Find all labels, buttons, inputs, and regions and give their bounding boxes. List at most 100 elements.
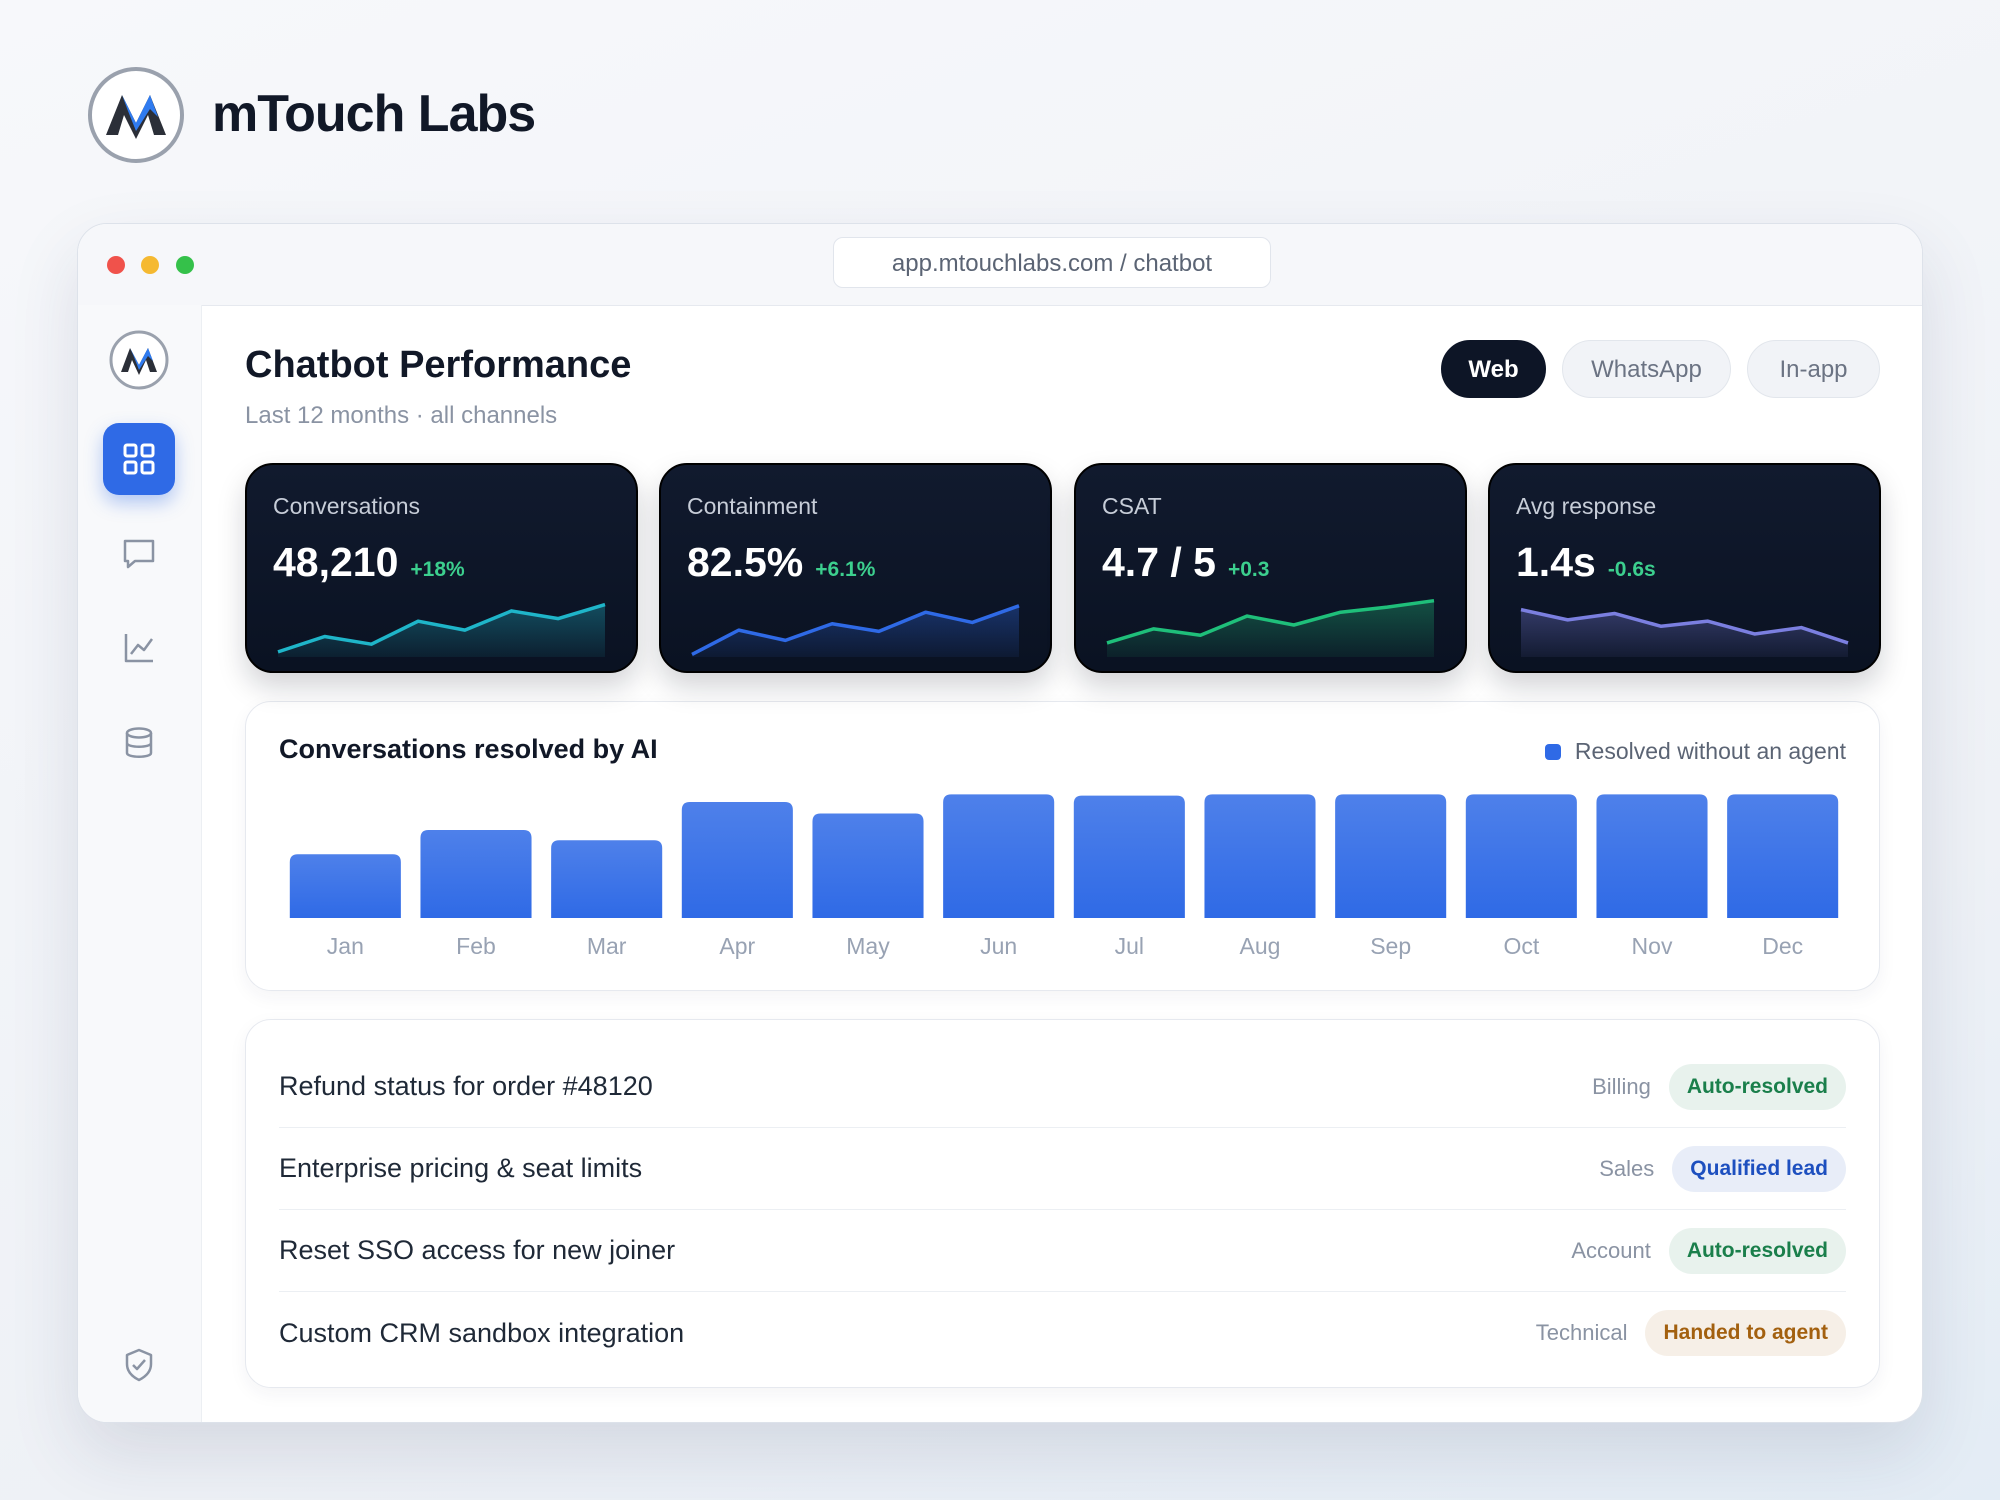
nav-analytics[interactable] <box>121 630 157 666</box>
x-tick-label: Apr <box>719 933 755 959</box>
bar <box>1596 794 1708 918</box>
bar <box>1335 794 1447 918</box>
x-tick-label: Nov <box>1632 933 1673 959</box>
channel-tab[interactable]: In-app <box>1747 340 1880 398</box>
sparkline <box>691 604 1020 656</box>
sidebar-logo <box>109 330 169 390</box>
nav-data[interactable] <box>121 725 157 761</box>
row-category: Technical <box>1535 1320 1628 1345</box>
rows: Refund status for order #48120 Billing Aut… <box>279 1046 1846 1374</box>
status-badge: Handed to agent <box>1645 1310 1846 1356</box>
bar <box>943 794 1055 918</box>
x-tick-label: Dec <box>1762 933 1803 959</box>
channel-tab[interactable]: WhatsApp <box>1562 340 1731 398</box>
chart-card: Conversations resolved by AI Resolved wi… <box>245 701 1880 991</box>
page-title: Chatbot Performance <box>245 344 632 386</box>
sparkline <box>277 602 606 654</box>
kpi-value: 48,210 <box>273 539 399 585</box>
row-category: Sales <box>1599 1155 1655 1181</box>
legend-swatch <box>1544 743 1561 760</box>
bar <box>1204 794 1316 918</box>
kpi-label: Conversations <box>273 493 421 519</box>
conversation-list: Refund status for order #48120 Billing Aut… <box>245 1019 1880 1388</box>
status-badge: Qualified lead <box>1672 1145 1846 1192</box>
sparkline-chart <box>1106 598 1435 657</box>
kpi-card: Containment 82.5% +6.1% <box>659 463 1052 673</box>
page-subtitle: Last 12 months · all channels <box>245 402 558 429</box>
x-tick-label: Sep <box>1370 933 1411 959</box>
brand-logo <box>88 67 184 163</box>
minimize-dot[interactable] <box>141 256 159 274</box>
bar <box>812 813 924 918</box>
bar <box>420 830 532 918</box>
row-title: Custom CRM sandbox integration <box>279 1317 685 1348</box>
kpi-value-line: 4.7 / 5 +0.3 <box>1102 539 1269 586</box>
kpi-card: Conversations 48,210 +18% <box>245 463 638 673</box>
kpi-label: CSAT <box>1102 493 1162 519</box>
sidebar <box>78 305 202 1422</box>
bar <box>1073 795 1185 918</box>
row-title: Refund status for order #48120 <box>279 1071 653 1101</box>
nav-dashboard[interactable] <box>103 423 175 495</box>
conversation-row[interactable]: Custom CRM sandbox integration Technical H… <box>279 1292 1846 1374</box>
x-tick-label: Jun <box>980 933 1017 959</box>
app-window: app.mtouchlabs.com / chatbot Chatbot Per… <box>77 223 1923 1423</box>
row-category: Billing <box>1592 1073 1651 1099</box>
sparkline <box>1106 598 1435 645</box>
url-bar[interactable]: app.mtouchlabs.com / chatbot <box>833 237 1271 288</box>
x-tick-label: Jan <box>327 933 364 959</box>
status-badge: Auto-resolved <box>1668 1227 1846 1274</box>
legend-label: Resolved without an agent <box>1574 738 1846 764</box>
sparkline-chart <box>691 604 1020 657</box>
row-title: Reset SSO access for new joiner <box>279 1235 676 1265</box>
sparkline-area <box>1107 600 1434 657</box>
sparkline-chart <box>277 602 606 657</box>
conversation-row[interactable]: Enterprise pricing & seat limits Sales Qua… <box>279 1128 1846 1210</box>
x-tick-label: Feb <box>456 933 496 959</box>
status-badge: Auto-resolved <box>1668 1063 1846 1110</box>
kpi-delta: +18% <box>410 558 465 581</box>
row-category: Account <box>1571 1237 1651 1263</box>
kpi-delta: -0.6s <box>1607 558 1656 581</box>
x-tick-label: May <box>846 933 890 959</box>
sparkline <box>1520 607 1849 645</box>
x-tick-label: Aug <box>1240 933 1281 959</box>
chart-title: Conversations resolved by AI <box>279 734 658 764</box>
title-bar: app.mtouchlabs.com / chatbot <box>78 224 1922 306</box>
sparkline-chart <box>1520 607 1849 657</box>
kpi-value: 4.7 / 5 <box>1102 539 1216 585</box>
kpi-card: CSAT 4.7 / 5 +0.3 <box>1074 463 1467 673</box>
x-tick-label: Jul <box>1115 933 1144 959</box>
bar <box>289 854 401 918</box>
kpi-value-line: 48,210 +18% <box>273 539 465 586</box>
conversation-row[interactable]: Reset SSO access for new joiner Account Au… <box>279 1210 1846 1292</box>
nav-security[interactable] <box>121 1347 157 1383</box>
bar-chart: Jan Feb Mar Apr May Jun Jul Aug Sep Oct Nov Dec <box>289 794 1839 959</box>
kpi-label: Containment <box>687 493 818 519</box>
close-dot[interactable] <box>107 256 125 274</box>
legend: Resolved without an agent <box>1544 738 1846 765</box>
channel-tab[interactable]: Web <box>1441 340 1546 398</box>
brand-name: mTouch Labs <box>212 85 536 143</box>
kpi-value: 1.4s <box>1516 539 1596 585</box>
row-title: Enterprise pricing & seat limits <box>279 1153 643 1183</box>
kpi-value-line: 82.5% +6.1% <box>687 539 875 586</box>
kpi-delta: +6.1% <box>815 558 876 581</box>
kpi-delta: +0.3 <box>1227 558 1270 581</box>
conversation-row[interactable]: Refund status for order #48120 Billing Aut… <box>279 1046 1846 1128</box>
sparkline-area <box>278 604 605 657</box>
sparkline-area <box>1521 609 1848 657</box>
x-tick-label: Mar <box>587 933 627 959</box>
bar <box>1465 794 1577 918</box>
kpi-label: Avg response <box>1516 493 1657 519</box>
maximize-dot[interactable] <box>176 256 194 274</box>
x-tick-label: Oct <box>1503 933 1539 959</box>
kpi-card: Avg response 1.4s -0.6s <box>1488 463 1881 673</box>
sparkline-area <box>692 605 1019 657</box>
kpi-value-line: 1.4s -0.6s <box>1516 539 1656 586</box>
nav-chat[interactable] <box>121 536 157 572</box>
bar <box>551 840 663 918</box>
bar <box>1727 794 1839 918</box>
bar <box>681 801 793 918</box>
